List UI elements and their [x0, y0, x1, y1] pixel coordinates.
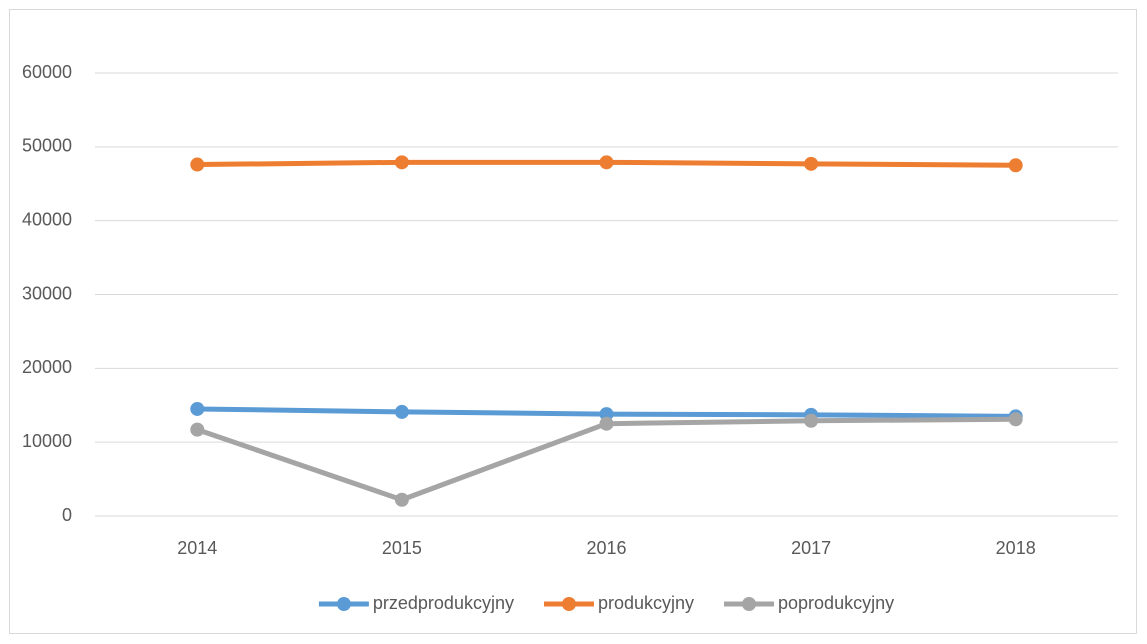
- point: [190, 401, 205, 416]
- chart-border: [9, 9, 1137, 634]
- y-tick-label: 10000: [22, 431, 72, 451]
- x-tick-label: 2018: [996, 538, 1036, 558]
- legend-label: poprodukcyjny: [778, 593, 894, 613]
- point: [1008, 412, 1023, 427]
- point: [394, 492, 409, 507]
- y-tick-label: 20000: [22, 357, 72, 377]
- point: [190, 157, 205, 172]
- y-tick-label: 0: [62, 505, 72, 525]
- x-tick-label: 2014: [177, 538, 217, 558]
- x-tick-label: 2017: [791, 538, 831, 558]
- point: [599, 155, 614, 170]
- legend-label: przedprodukcyjny: [373, 593, 514, 613]
- y-tick-label: 60000: [22, 62, 72, 82]
- x-tick-label: 2016: [586, 538, 626, 558]
- legend-label: produkcyjny: [598, 593, 694, 613]
- point: [394, 155, 409, 170]
- point: [599, 416, 614, 431]
- point: [1008, 158, 1023, 173]
- legend-marker: [561, 597, 576, 611]
- y-tick-label: 40000: [22, 209, 72, 229]
- x-tick-label: 2015: [382, 538, 422, 558]
- point: [394, 404, 409, 419]
- point: [599, 407, 614, 422]
- point: [804, 156, 819, 171]
- y-tick-label: 50000: [22, 136, 72, 156]
- legend-marker: [742, 597, 757, 611]
- legend-marker: [336, 597, 351, 611]
- y-tick-label: 30000: [22, 283, 72, 303]
- point: [804, 413, 819, 428]
- point: [190, 422, 205, 437]
